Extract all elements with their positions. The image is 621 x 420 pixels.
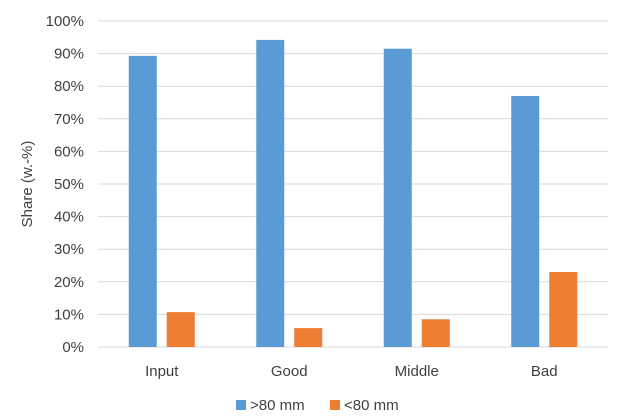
bar-over-80mm-input: [128, 55, 157, 348]
legend-label: >80 mm: [250, 397, 305, 414]
bar-over-80mm-middle: [383, 48, 412, 348]
legend-swatch: [330, 400, 340, 410]
y-tick-label: 20%: [54, 274, 84, 291]
y-tick-label: 50%: [54, 176, 84, 193]
y-tick-label: 0%: [62, 339, 84, 356]
y-tick-label: 70%: [54, 111, 84, 128]
y-tick-label: 80%: [54, 78, 84, 95]
legend-swatch: [236, 400, 246, 410]
bar-under-80mm-good: [294, 328, 323, 347]
y-axis-ticks: 0% 10% 20% 30% 40% 50% 60% 70% 80% 90% 100%: [46, 13, 84, 356]
bars: [128, 39, 578, 348]
y-tick-label: 30%: [54, 241, 84, 258]
y-tick-label: 90%: [54, 46, 84, 63]
y-tick-label: 60%: [54, 143, 84, 160]
x-tick-label: Bad: [531, 363, 558, 380]
bar-over-80mm-good: [256, 39, 285, 348]
bar-under-80mm-input: [166, 312, 195, 347]
y-tick-label: 100%: [46, 13, 84, 30]
bar-under-80mm-middle: [421, 319, 450, 347]
bar-under-80mm-bad: [549, 272, 578, 347]
y-tick-label: 40%: [54, 209, 84, 226]
bar-over-80mm-bad: [511, 95, 540, 347]
legend-label: <80 mm: [344, 397, 399, 414]
legend: >80 mm <80 mm: [236, 397, 399, 414]
x-tick-label: Middle: [395, 363, 439, 380]
x-axis-ticks: Input Good Middle Bad: [145, 363, 558, 380]
x-tick-label: Input: [145, 363, 179, 380]
y-axis-title: Share (w.-%): [19, 141, 36, 228]
y-tick-label: 10%: [54, 306, 84, 323]
x-tick-label: Good: [271, 363, 308, 380]
